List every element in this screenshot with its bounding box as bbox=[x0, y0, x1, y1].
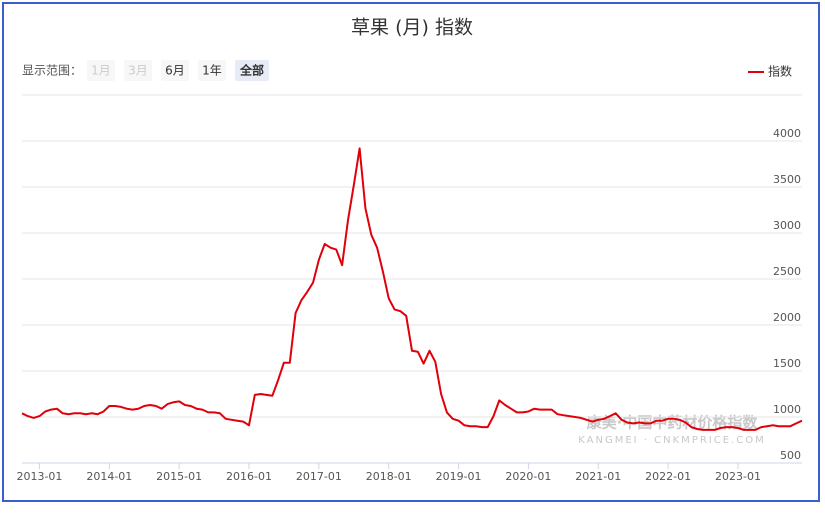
range-button-label[interactable]: 3月 bbox=[128, 64, 148, 78]
x-tick-label: 2022-01 bbox=[645, 470, 691, 483]
chart-title: 草果 (月) 指数 bbox=[351, 17, 473, 39]
watermark: 康美·中国中药材价格指数 bbox=[587, 414, 759, 432]
y-tick-label: 3500 bbox=[773, 173, 801, 186]
x-tick-label: 2018-01 bbox=[366, 470, 412, 483]
y-tick-label: 2000 bbox=[773, 311, 801, 324]
range-button-label[interactable]: 6月 bbox=[165, 64, 185, 78]
y-tick-label: 500 bbox=[780, 449, 801, 462]
y-tick-label: 4000 bbox=[773, 127, 801, 140]
range-label: 显示范围： bbox=[22, 64, 82, 78]
x-tick-label: 2020-01 bbox=[505, 470, 551, 483]
watermark: KANGMEI · CNKMPRICE.COM bbox=[578, 435, 765, 446]
range-button[interactable] bbox=[161, 60, 189, 81]
x-tick-label: 2017-01 bbox=[296, 470, 342, 483]
y-tick-label: 1500 bbox=[773, 357, 801, 370]
frame bbox=[2, 2, 820, 502]
range-button[interactable] bbox=[87, 60, 115, 81]
range-button-label[interactable]: 1月 bbox=[91, 64, 111, 78]
x-tick-label: 2019-01 bbox=[436, 470, 482, 483]
x-tick-label: 2014-01 bbox=[86, 470, 132, 483]
line bbox=[21, 147, 803, 431]
y-tick-label: 3000 bbox=[773, 219, 801, 232]
x-tick-label: 2016-01 bbox=[226, 470, 272, 483]
range-button[interactable] bbox=[198, 60, 226, 81]
legend-label[interactable]: 指数 bbox=[768, 64, 792, 79]
range-button-label[interactable]: 全部 bbox=[239, 63, 264, 78]
x-tick-label: 2021-01 bbox=[575, 470, 621, 483]
range-button-label[interactable]: 1年 bbox=[202, 64, 222, 78]
x-tick-label: 2013-01 bbox=[16, 470, 62, 483]
range-button[interactable] bbox=[124, 60, 152, 81]
y-tick-label: 1000 bbox=[773, 403, 801, 416]
x-tick-label: 2015-01 bbox=[156, 470, 202, 483]
y-tick-label: 2500 bbox=[773, 265, 801, 278]
range-button[interactable] bbox=[235, 60, 269, 81]
x-tick-label: 2023-01 bbox=[715, 470, 761, 483]
